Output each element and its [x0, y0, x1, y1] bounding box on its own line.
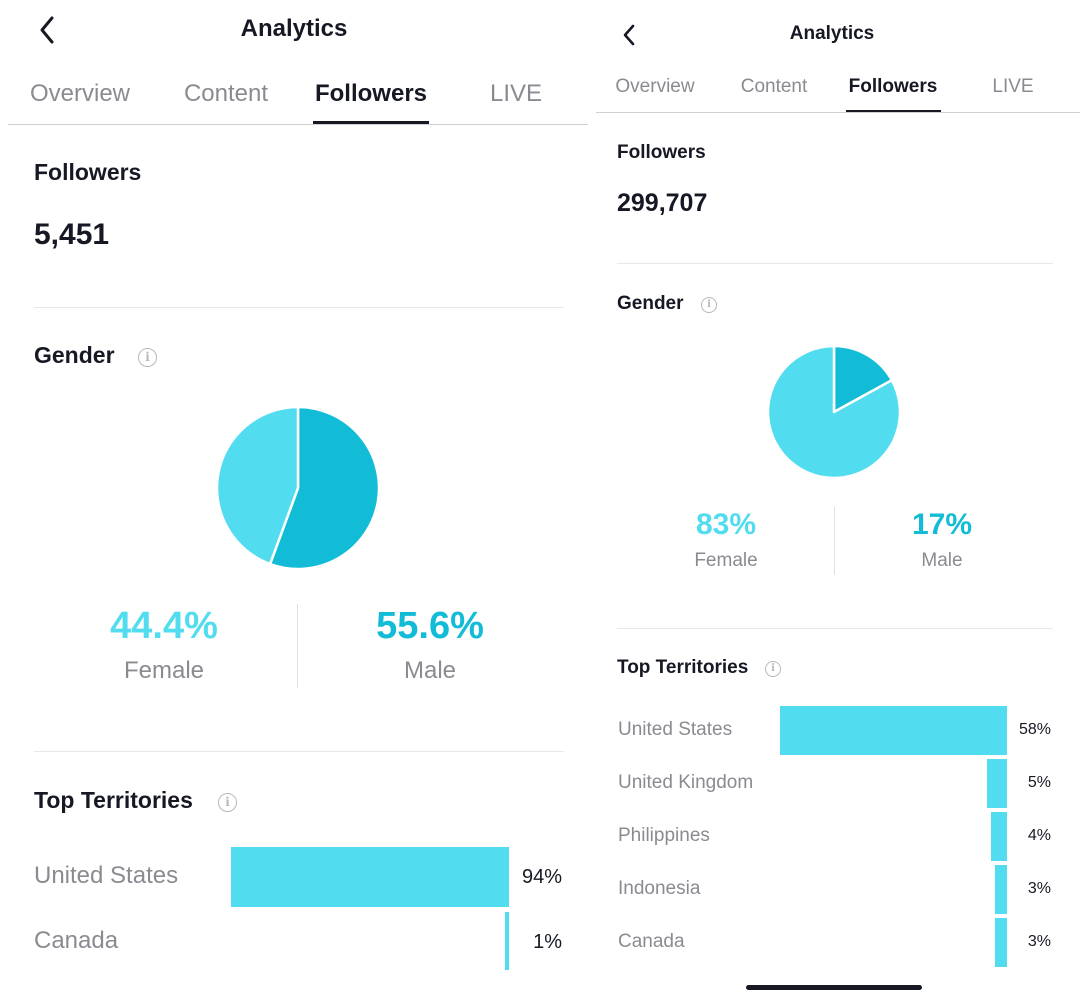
left-analytics-screen: Analytics Overview Content Followers LIV… [8, 14, 588, 970]
pie-slice-male [832, 345, 894, 414]
territory-name: United States [34, 862, 179, 889]
followers-title: Followers [617, 142, 706, 163]
active-tab-indicator [313, 121, 429, 124]
territory-bar [995, 865, 1007, 914]
territory-percentage: 4% [1027, 827, 1051, 844]
territory-percentage: 3% [1027, 880, 1051, 897]
info-icon[interactable]: i [765, 661, 781, 677]
tab-divider [596, 112, 1080, 113]
territory-bar [505, 912, 509, 970]
back-button[interactable] [618, 22, 640, 48]
tab-followers[interactable]: Followers [848, 76, 938, 97]
top-territories-title: Top Territories [34, 787, 193, 813]
territory-name: Indonesia [618, 878, 701, 899]
territory-name: Philippines [618, 825, 710, 846]
followers-count: 5,451 [34, 218, 110, 251]
right-analytics-screen: Analytics Overview Content Followers LIV… [596, 0, 1080, 1005]
male-percentage: 17% [911, 508, 973, 541]
followers-count: 299,707 [617, 189, 708, 217]
territory-name: Canada [618, 931, 685, 952]
female-label: Female [123, 657, 205, 684]
territory-bar [987, 759, 1007, 808]
gender-separator [297, 604, 298, 688]
gender-title: Gender [617, 293, 684, 314]
active-tab-indicator [846, 110, 941, 113]
page-title: Analytics [789, 23, 875, 44]
home-indicator [746, 985, 922, 990]
back-button[interactable] [34, 14, 62, 46]
tab-live[interactable]: LIVE [992, 76, 1034, 97]
gender-pie-chart [767, 345, 901, 479]
tab-divider [8, 124, 588, 125]
pie-slice-female [216, 406, 300, 566]
male-label: Male [921, 550, 963, 571]
chevron-left-icon [40, 16, 54, 44]
territory-name: United Kingdom [618, 772, 754, 793]
tab-content[interactable]: Content [183, 80, 269, 107]
pie-slice-female [767, 345, 901, 479]
gender-pie-chart [216, 406, 380, 570]
pie-slice-male [268, 406, 380, 570]
territory-percentage: 94% [521, 866, 562, 888]
gender-separator [834, 507, 835, 575]
section-divider [34, 751, 564, 752]
section-divider [617, 628, 1053, 629]
section-divider [34, 307, 564, 308]
section-divider [617, 263, 1053, 264]
male-percentage: 55.6% [376, 605, 484, 647]
page-title: Analytics [240, 15, 348, 42]
info-icon[interactable]: i [701, 297, 717, 313]
followers-title: Followers [34, 159, 142, 185]
top-territories-title: Top Territories [617, 657, 749, 678]
territory-percentage: 1% [533, 931, 562, 953]
territory-bar [995, 918, 1007, 967]
tab-live[interactable]: LIVE [489, 80, 543, 107]
territory-bar [779, 706, 1007, 755]
female-percentage: 44.4% [110, 605, 218, 647]
territory-bar [991, 812, 1007, 861]
female-label: Female [694, 550, 758, 571]
tab-followers[interactable]: Followers [314, 80, 428, 107]
territory-bar [230, 847, 509, 907]
chevron-left-icon [623, 24, 635, 46]
gender-title: Gender [34, 342, 115, 368]
tab-overview[interactable]: Overview [29, 80, 131, 107]
tab-content[interactable]: Content [740, 76, 808, 97]
territory-name: Canada [34, 927, 119, 954]
female-percentage: 83% [695, 508, 757, 541]
tab-overview[interactable]: Overview [615, 76, 695, 97]
territory-percentage: 58% [1018, 721, 1051, 738]
territory-name: United States [618, 719, 733, 740]
territory-percentage: 5% [1027, 774, 1051, 791]
male-label: Male [403, 657, 457, 684]
info-icon[interactable]: i [138, 348, 157, 367]
territory-percentage: 3% [1027, 933, 1051, 950]
info-icon[interactable]: i [218, 793, 237, 812]
